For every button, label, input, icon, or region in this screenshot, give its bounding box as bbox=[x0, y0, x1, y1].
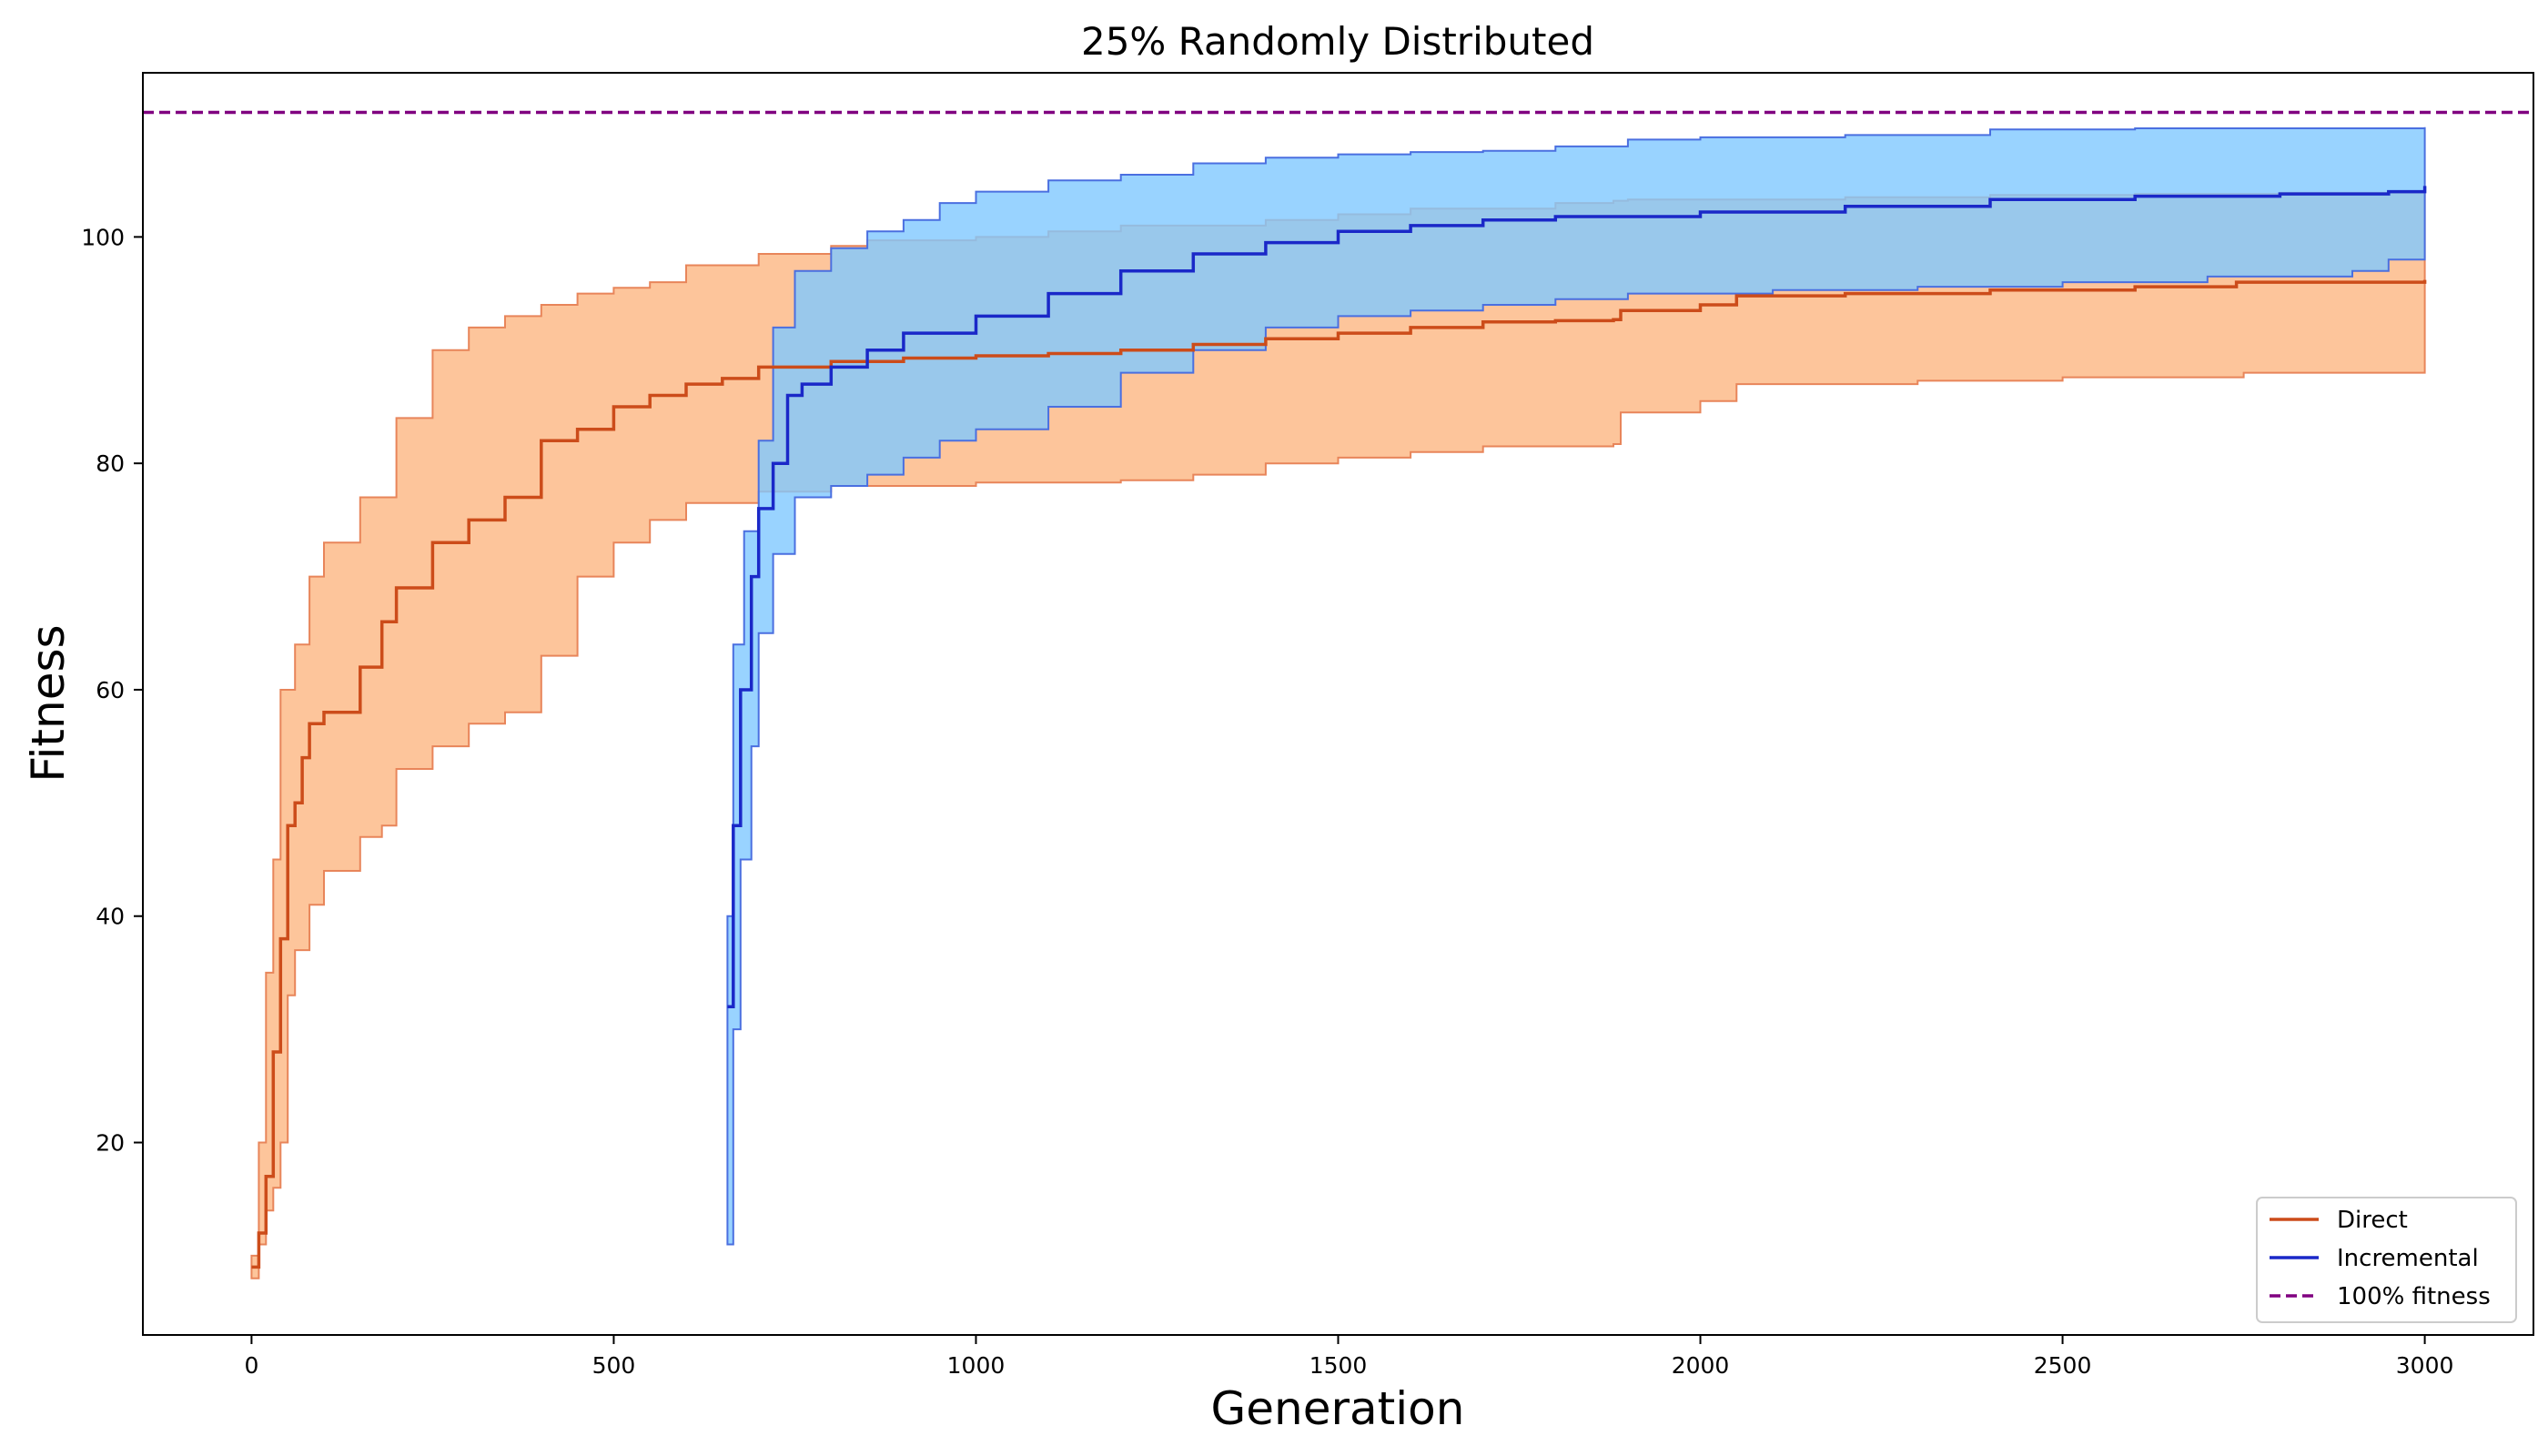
y-axis-label: Fitness bbox=[22, 624, 75, 782]
x-tick-label: 1500 bbox=[1309, 1352, 1368, 1379]
x-tick-label: 0 bbox=[244, 1352, 258, 1379]
x-tick-label: 500 bbox=[592, 1352, 636, 1379]
y-tick-label: 40 bbox=[96, 904, 125, 930]
series-layer bbox=[143, 110, 2533, 1279]
legend: Direct Incremental 100% fitness bbox=[2256, 1197, 2517, 1323]
axis-ticks: 0 500 1000 1500 2000 2500 3000 20 40 60 80 100 bbox=[81, 224, 2453, 1379]
legend-label-100-fitness: 100% fitness bbox=[2337, 1283, 2491, 1310]
legend-label-direct: Direct bbox=[2337, 1207, 2408, 1234]
y-tick-label: 60 bbox=[96, 677, 125, 703]
y-tick-label: 20 bbox=[96, 1130, 125, 1157]
direct-mean-line bbox=[251, 279, 2427, 1269]
x-axis-label: Generation bbox=[1211, 1382, 1465, 1435]
y-tick-label: 100 bbox=[81, 224, 125, 250]
x-tick-label: 3000 bbox=[2396, 1352, 2454, 1379]
x-tick-label: 1000 bbox=[947, 1352, 1006, 1379]
y-tick-label: 80 bbox=[96, 450, 125, 477]
x-tick-label: 2000 bbox=[1672, 1352, 1730, 1379]
incremental-mean-line bbox=[727, 186, 2427, 1009]
x-tick-label: 2500 bbox=[2034, 1352, 2092, 1379]
direct-spread-band bbox=[250, 189, 2426, 1279]
plot-area-frame bbox=[142, 72, 2534, 1336]
chart-title: 25% Randomly Distributed bbox=[1081, 19, 1594, 64]
legend-label-incremental: Incremental bbox=[2337, 1245, 2479, 1272]
incremental-spread-band bbox=[726, 126, 2426, 1246]
legend-frame bbox=[2256, 1197, 2517, 1323]
